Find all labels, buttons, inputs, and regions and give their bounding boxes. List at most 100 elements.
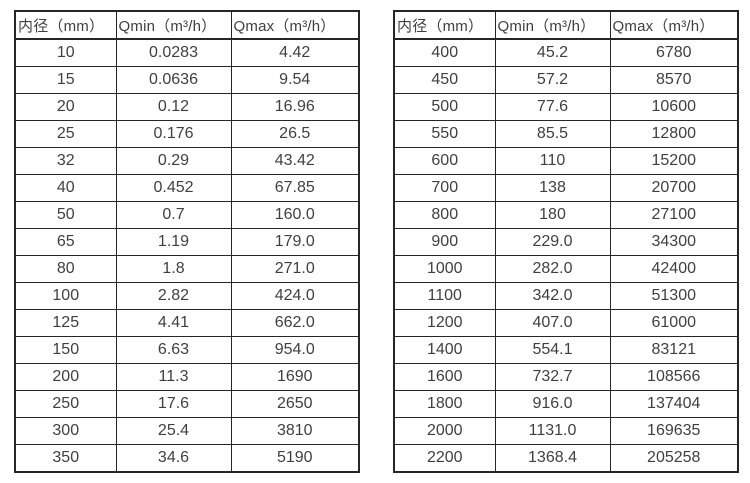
- table-cell: 0.29: [115, 147, 232, 175]
- table-cell: 954.0: [230, 336, 360, 364]
- table-cell: 77.6: [494, 93, 611, 121]
- table-cell: 50: [14, 201, 117, 229]
- table-cell: 10600: [609, 93, 739, 121]
- table-cell: 500: [393, 93, 496, 121]
- table-cell: 16.96: [230, 93, 360, 121]
- column-header-qmin: Qmin（m³/h）: [115, 10, 232, 40]
- table-cell: 1.19: [115, 228, 232, 256]
- table-cell: 15200: [609, 147, 739, 175]
- table-row: 50 0.7 160.0: [14, 201, 360, 229]
- table-cell: 900: [393, 228, 496, 256]
- table-header-row: 内径（mm） Qmin（m³/h） Qmax（m³/h）: [14, 10, 360, 40]
- table-cell: 83121: [609, 336, 739, 364]
- table-cell: 1690: [230, 363, 360, 391]
- table-cell: 51300: [609, 282, 739, 310]
- table-cell: 0.452: [115, 174, 232, 202]
- table-cell: 407.0: [494, 309, 611, 337]
- table-row: 80 1.8 271.0: [14, 255, 360, 283]
- table-cell: 1400: [393, 336, 496, 364]
- table-cell: 61000: [609, 309, 739, 337]
- table-cell: 80: [14, 255, 117, 283]
- table-cell: 229.0: [494, 228, 611, 256]
- table-cell: 2.82: [115, 282, 232, 310]
- table-cell: 110: [494, 147, 611, 175]
- table-cell: 700: [393, 174, 496, 202]
- table-cell: 57.2: [494, 66, 611, 94]
- table-row: 350 34.6 5190: [14, 444, 360, 473]
- table-cell: 160.0: [230, 201, 360, 229]
- table-row: 100 2.82 424.0: [14, 282, 360, 310]
- table-cell: 2650: [230, 390, 360, 418]
- table-row: 1800 916.0 137404: [393, 390, 739, 418]
- table-row: 15 0.0636 9.54: [14, 66, 360, 94]
- flow-tables-container: 内径（mm） Qmin（m³/h） Qmax（m³/h） 10 0.0283 4.4…: [14, 10, 739, 473]
- table-row: 900 229.0 34300: [393, 228, 739, 256]
- table-cell: 11.3: [115, 363, 232, 391]
- table-cell: 1.8: [115, 255, 232, 283]
- table-cell: 10: [14, 38, 117, 67]
- table-cell: 40: [14, 174, 117, 202]
- table-cell: 17.6: [115, 390, 232, 418]
- flow-table-right: 内径（mm） Qmin（m³/h） Qmax（m³/h） 400 45.2 6780…: [393, 10, 739, 473]
- table-row: 600 110 15200: [393, 147, 739, 175]
- table-cell: 4.42: [230, 38, 360, 67]
- table-cell: 1131.0: [494, 417, 611, 445]
- table-cell: 6780: [609, 38, 739, 67]
- table-cell: 169635: [609, 417, 739, 445]
- table-cell: 271.0: [230, 255, 360, 283]
- table-cell: 600: [393, 147, 496, 175]
- table-cell: 32: [14, 147, 117, 175]
- table-cell: 45.2: [494, 38, 611, 67]
- table-cell: 800: [393, 201, 496, 229]
- table-row: 400 45.2 6780: [393, 38, 739, 67]
- table-cell: 25.4: [115, 417, 232, 445]
- table-row: 40 0.452 67.85: [14, 174, 360, 202]
- table-cell: 1100: [393, 282, 496, 310]
- table-cell: 43.42: [230, 147, 360, 175]
- table-row: 32 0.29 43.42: [14, 147, 360, 175]
- table-cell: 0.7: [115, 201, 232, 229]
- table-cell: 20: [14, 93, 117, 121]
- table-cell: 2000: [393, 417, 496, 445]
- table-cell: 200: [14, 363, 117, 391]
- table-cell: 4.41: [115, 309, 232, 337]
- table-header-row: 内径（mm） Qmin（m³/h） Qmax（m³/h）: [393, 10, 739, 40]
- table-cell: 137404: [609, 390, 739, 418]
- table-cell: 424.0: [230, 282, 360, 310]
- table-row: 10 0.0283 4.42: [14, 38, 360, 67]
- table-cell: 250: [14, 390, 117, 418]
- table-cell: 0.12: [115, 93, 232, 121]
- table-row: 700 138 20700: [393, 174, 739, 202]
- table-cell: 732.7: [494, 363, 611, 391]
- table-row: 1400 554.1 83121: [393, 336, 739, 364]
- column-header-qmax: Qmax（m³/h）: [609, 10, 739, 40]
- table-cell: 34.6: [115, 444, 232, 473]
- table-row: 500 77.6 10600: [393, 93, 739, 121]
- table-cell: 342.0: [494, 282, 611, 310]
- table-cell: 15: [14, 66, 117, 94]
- table-cell: 0.0636: [115, 66, 232, 94]
- table-row: 1200 407.0 61000: [393, 309, 739, 337]
- table-cell: 85.5: [494, 120, 611, 148]
- table-cell: 0.176: [115, 120, 232, 148]
- table-row: 550 85.5 12800: [393, 120, 739, 148]
- table-cell: 3810: [230, 417, 360, 445]
- table-cell: 6.63: [115, 336, 232, 364]
- table-row: 65 1.19 179.0: [14, 228, 360, 256]
- column-header-qmin: Qmin（m³/h）: [494, 10, 611, 40]
- table-row: 800 180 27100: [393, 201, 739, 229]
- table-row: 125 4.41 662.0: [14, 309, 360, 337]
- table-cell: 34300: [609, 228, 739, 256]
- table-cell: 150: [14, 336, 117, 364]
- table-cell: 20700: [609, 174, 739, 202]
- table-cell: 300: [14, 417, 117, 445]
- table-cell: 108566: [609, 363, 739, 391]
- table-cell: 5190: [230, 444, 360, 473]
- table-cell: 25: [14, 120, 117, 148]
- table-cell: 550: [393, 120, 496, 148]
- table-row: 2000 1131.0 169635: [393, 417, 739, 445]
- table-cell: 1800: [393, 390, 496, 418]
- table-row: 25 0.176 26.5: [14, 120, 360, 148]
- table-cell: 916.0: [494, 390, 611, 418]
- table-cell: 180: [494, 201, 611, 229]
